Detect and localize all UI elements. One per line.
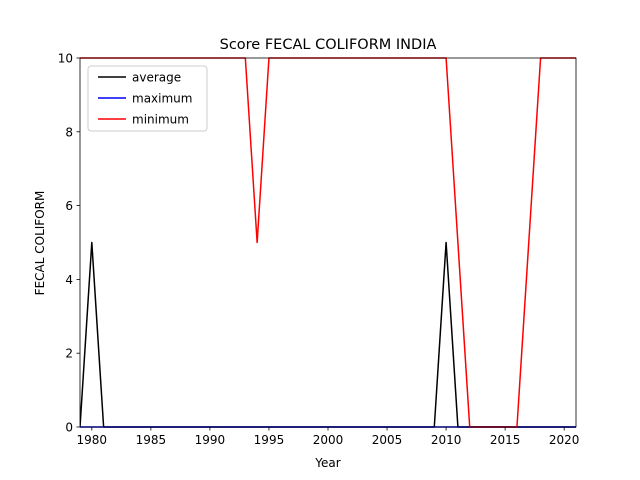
legend-label-maximum: maximum bbox=[132, 92, 192, 106]
x-tick-label: 2005 bbox=[372, 433, 403, 447]
chart-title: Score FECAL COLIFORM INDIA bbox=[220, 37, 437, 53]
y-tick-label: 6 bbox=[65, 199, 73, 213]
legend-box bbox=[87, 65, 208, 132]
x-tick-label: 2000 bbox=[313, 433, 344, 447]
series-line-average bbox=[80, 241, 576, 428]
x-axis-label: Year bbox=[314, 456, 340, 470]
x-tick-label: 1985 bbox=[136, 433, 167, 447]
x-tick-label: 1995 bbox=[254, 433, 285, 447]
y-tick-label: 0 bbox=[65, 421, 73, 435]
y-tick-label: 10 bbox=[58, 52, 73, 66]
x-tick-label: 2015 bbox=[490, 433, 521, 447]
legend-label-minimum: minimum bbox=[132, 113, 189, 127]
legend-label-average: average bbox=[132, 71, 181, 85]
y-tick-label: 4 bbox=[65, 273, 73, 287]
x-tick-label: 2010 bbox=[431, 433, 462, 447]
axes: 1980 1985 1990 1995 2000 2005 2010 2015 2020 0 2 4 6… bbox=[58, 52, 580, 448]
y-axis-label: FECAL COLIFORM bbox=[33, 191, 47, 296]
y-tick-label: 8 bbox=[65, 125, 73, 139]
x-tick-label: 1980 bbox=[77, 433, 108, 447]
y-tick-label: 2 bbox=[65, 347, 73, 361]
x-tick-label: 2020 bbox=[549, 433, 580, 447]
x-tick-label: 1990 bbox=[195, 433, 226, 447]
legend: average maximum minimum bbox=[87, 65, 208, 132]
